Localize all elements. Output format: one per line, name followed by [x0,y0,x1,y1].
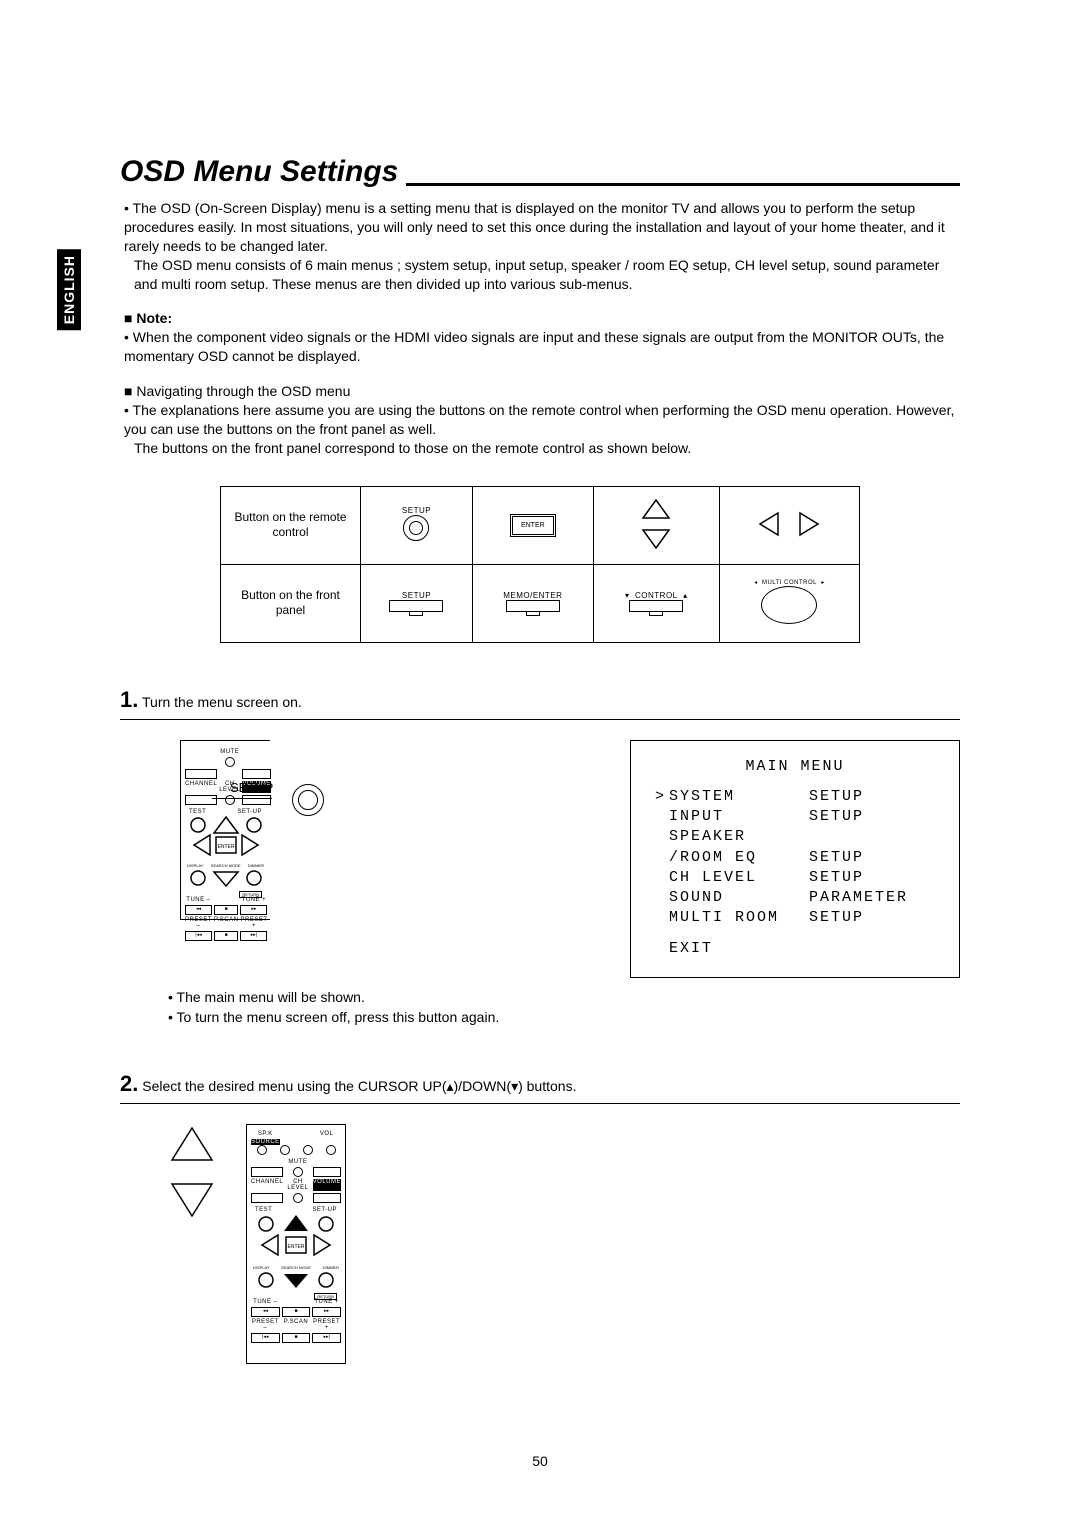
page-title: OSD Menu Settings [120,155,398,189]
step-2: 2. Select the desired menu using the CUR… [120,1071,960,1364]
osd-row: >SYSTEMSETUP [655,787,935,807]
cursor-pad-icon: ENTER [252,1213,340,1263]
language-tab: ENGLISH [57,249,81,330]
osd-row: MULTI ROOMSETUP [655,908,935,928]
osd-row: CH LEVELSETUP [655,868,935,888]
osd-row: /ROOM EQSETUP [655,848,935,868]
nav-body-1: The explanations here assume you are usi… [124,402,954,437]
osd-row: INPUTSETUP [655,807,935,827]
cursor-up-down-icon [168,1124,216,1220]
dial-icon [761,586,817,624]
cell-multicontrol-panel: ◂ MULTI CONTROL ▸ [719,564,859,642]
osd-title: MAIN MENU [655,757,935,777]
callout-label: SETUP [230,780,273,795]
step-number: 2. [120,1071,138,1096]
step1-note-2: To turn the menu screen off, press this … [177,1009,500,1025]
panel-button-icon [629,600,683,612]
note-body: When the component video signals or the … [124,329,944,364]
callout-line [212,798,272,799]
step-2-text: Select the desired menu using the CURSOR… [142,1078,576,1094]
intro-block: • The OSD (On-Screen Display) menu is a … [120,199,960,458]
row-label-panel: Button on the front panel [221,564,361,642]
remote-diagram-full: SP.KVOLSOURCE MUTE CHANNELCH LEVELVOLUME… [246,1124,346,1364]
cell-updown-remote [593,486,719,564]
note-heading: Note: [124,309,960,328]
osd-row: SOUNDPARAMETER [655,888,935,908]
nav-heading: Navigating through the OSD menu [124,382,960,401]
svg-text:ENTER: ENTER [217,844,234,850]
setup-button-icon [292,784,324,816]
panel-button-icon [506,600,560,612]
osd-exit: EXIT [655,939,935,959]
remote-diagram-partial: MUTE CHANNELCH LEVELVOLUME TESTSET-UP EN… [180,740,270,920]
step1-note-1: The main menu will be shown. [177,989,365,1005]
step-number: 1. [120,687,138,712]
step-1: 1. Turn the menu screen on. MUTE CHANNEL… [120,687,960,1027]
enter-button-icon: ENTER [510,514,556,537]
intro-text-1: The OSD (On-Screen Display) menu is a se… [124,200,945,254]
cursor-pad-icon: ENTER [186,815,266,861]
setup-button-icon [403,515,429,541]
cell-setup-panel: SETUP [361,564,473,642]
table-row: Button on the remote control SETUP ENTER [221,486,860,564]
cell-enter-remote: ENTER [472,486,593,564]
cell-setup-remote: SETUP [361,486,473,564]
title-rule [406,183,960,186]
table-row: Button on the front panel SETUP MEMO/ENT… [221,564,860,642]
panel-button-icon [389,600,443,612]
cell-control-panel: ▾ CONTROL ▴ [593,564,719,642]
step-1-text: Turn the menu screen on. [142,694,302,710]
intro-text-2: The OSD menu consists of 6 main menus ; … [134,257,939,292]
svg-text:ENTER: ENTER [288,1244,305,1250]
row-label-remote: Button on the remote control [221,486,361,564]
cell-leftright-remote [719,486,859,564]
osd-main-menu: MAIN MENU >SYSTEMSETUP INPUTSETUP SPEAKE… [630,740,960,978]
page-number: 50 [532,1453,548,1469]
cell-memoenter-panel: MEMO/ENTER [472,564,593,642]
button-correspondence-table: Button on the remote control SETUP ENTER… [220,486,860,643]
osd-row: SPEAKER [655,827,935,847]
nav-body-2: The buttons on the front panel correspon… [134,440,691,456]
